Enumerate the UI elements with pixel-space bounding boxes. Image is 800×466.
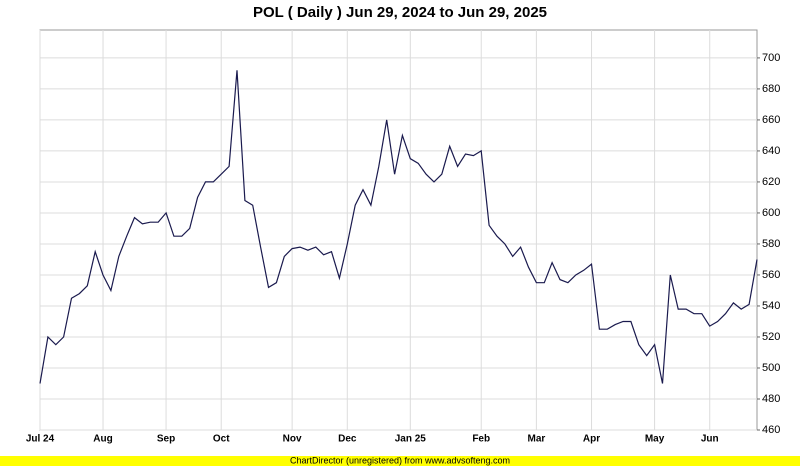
x-tick-label: Jul 24 xyxy=(26,434,55,445)
y-tick-label: 540 xyxy=(762,300,780,312)
x-tick-label: Apr xyxy=(583,434,600,445)
y-tick-label: 660 xyxy=(762,114,780,126)
y-tick-label: 460 xyxy=(762,424,780,436)
x-tick-label: Oct xyxy=(213,434,230,445)
y-tick-label: 500 xyxy=(762,362,780,374)
y-tick-label: 580 xyxy=(762,238,780,250)
x-tick-label: Sep xyxy=(157,434,175,445)
x-tick-label: May xyxy=(645,434,665,445)
chart-title: POL ( Daily ) Jun 29, 2024 to Jun 29, 20… xyxy=(253,4,547,21)
y-tick-label: 620 xyxy=(762,176,780,188)
x-tick-label: Mar xyxy=(527,434,545,445)
x-tick-label: Feb xyxy=(472,434,490,445)
price-line xyxy=(39,70,758,384)
x-tick-label: Jan 25 xyxy=(395,434,427,445)
x-tick-label: Dec xyxy=(338,434,357,445)
footer-bar xyxy=(0,456,800,466)
footer: ChartDirector (unregistered) from www.ad… xyxy=(290,455,510,465)
y-tick-label: 560 xyxy=(762,269,780,281)
y-tick-label: 640 xyxy=(762,145,780,157)
x-tick-label: Jun xyxy=(701,434,719,445)
y-tick-label: 700 xyxy=(762,52,780,64)
y-tick-label: 680 xyxy=(762,83,780,95)
plot-area xyxy=(39,29,758,431)
y-tick-label: 480 xyxy=(762,393,780,405)
x-tick-label: Aug xyxy=(93,434,112,445)
y-tick-label: 520 xyxy=(762,331,780,343)
x-tick-label: Nov xyxy=(283,434,302,445)
y-tick-label: 600 xyxy=(762,207,780,219)
